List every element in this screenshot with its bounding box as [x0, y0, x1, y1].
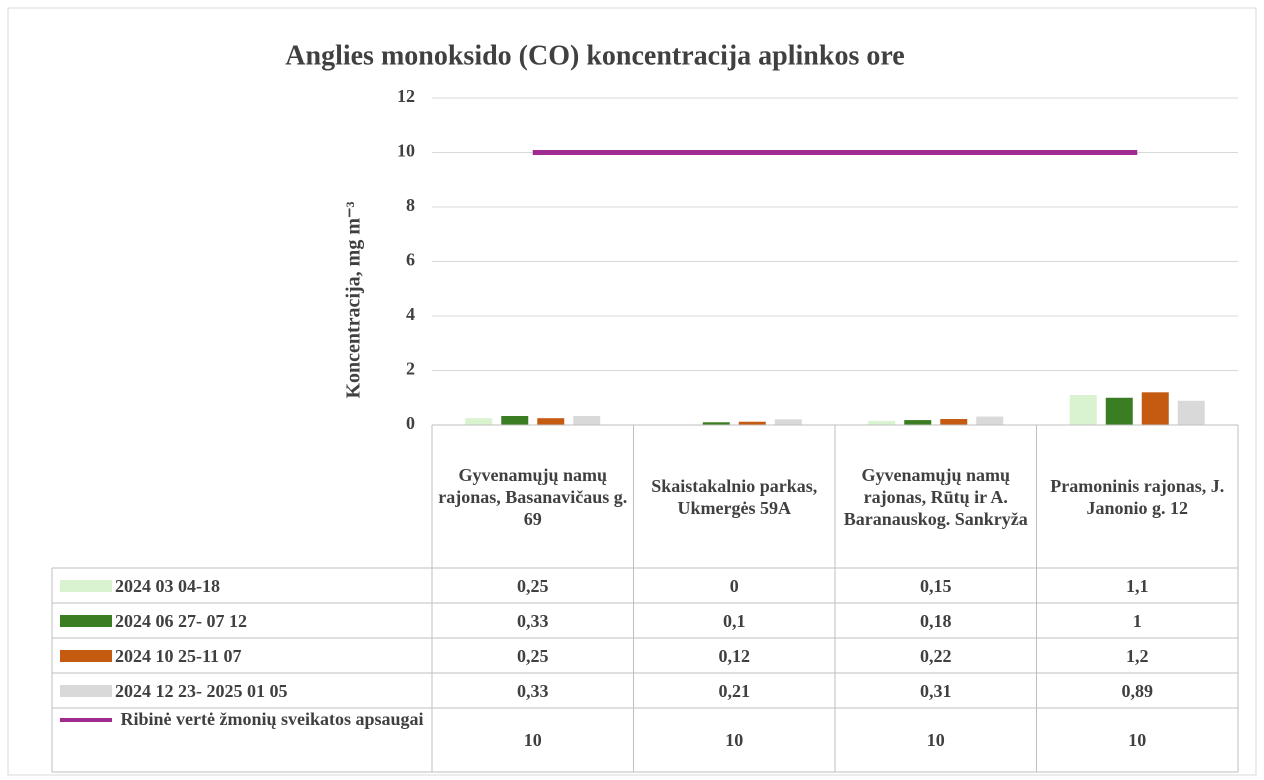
table-value: 0,15	[920, 575, 952, 596]
bar	[465, 418, 493, 425]
bar	[1069, 395, 1097, 425]
bar	[976, 416, 1004, 425]
y-tick-label: 8	[406, 195, 415, 215]
y-axis-title: Koncentracija, mg m⁻³	[343, 201, 365, 398]
legend-label: 2024 10 25-11 07	[115, 645, 242, 666]
category-label: Skaistakalnio parkas, Ukmergės 59A	[651, 475, 818, 518]
table-value: 0,18	[920, 610, 952, 631]
table-value: 1,2	[1126, 645, 1149, 666]
bar	[774, 419, 802, 425]
legend-key	[60, 580, 112, 592]
table-value: 10	[523, 730, 542, 750]
table-value: 1	[1132, 610, 1142, 631]
table-value: 0,25	[517, 645, 549, 666]
bar	[1141, 392, 1169, 425]
table-value: 10	[926, 730, 945, 750]
table-value: 0	[729, 575, 739, 596]
legend-key	[60, 685, 112, 697]
bar	[1105, 397, 1133, 425]
table-value: 0,25	[517, 575, 549, 596]
table-value: 10	[725, 730, 744, 750]
category-label: Gyvenamųjų namų rajonas, Basanavičaus g.…	[438, 464, 628, 529]
legend-label: Ribinė vertė žmonių sveikatos apsaugai	[120, 709, 424, 729]
bar	[1177, 400, 1205, 425]
table-value: 0,33	[517, 610, 549, 631]
bar	[573, 416, 601, 425]
table-value: 10	[1128, 730, 1147, 750]
y-tick-label: 6	[406, 250, 415, 270]
bar	[738, 421, 766, 425]
bar	[702, 422, 730, 425]
category-label: Pramoninis rajonas, J. Janonio g. 12	[1050, 475, 1225, 518]
chart-frame	[7, 7, 1257, 776]
y-tick-label: 10	[397, 141, 415, 161]
legend-key	[60, 650, 112, 662]
y-tick-label: 12	[397, 86, 415, 106]
legend-label: 2024 06 27- 07 12	[115, 610, 247, 631]
table-value: 0,21	[718, 680, 751, 701]
table-value: 0,31	[920, 680, 952, 701]
table-value: 0,12	[718, 645, 751, 666]
table-value: 0,22	[920, 645, 952, 666]
bar	[537, 418, 565, 425]
table-value: 1,1	[1126, 575, 1149, 596]
y-tick-label: 2	[406, 359, 415, 379]
table-value: 0,1	[723, 610, 746, 631]
legend-label: 2024 03 04-18	[115, 575, 220, 596]
y-tick-label: 4	[406, 304, 415, 324]
chart-title: Anglies monoksido (CO) koncentracija apl…	[285, 40, 904, 71]
table-value: 0,33	[517, 680, 549, 701]
y-tick-label: 0	[406, 413, 415, 433]
legend-key	[60, 615, 112, 627]
category-label: Gyvenamųjų namų rajonas, Rūtų ir A. Bara…	[843, 464, 1028, 529]
bar	[940, 419, 968, 425]
table-value: 0,89	[1121, 680, 1154, 701]
bar	[501, 416, 529, 425]
bar	[868, 420, 896, 425]
bar	[904, 420, 932, 425]
legend-label: 2024 12 23- 2025 01 05	[115, 680, 288, 701]
